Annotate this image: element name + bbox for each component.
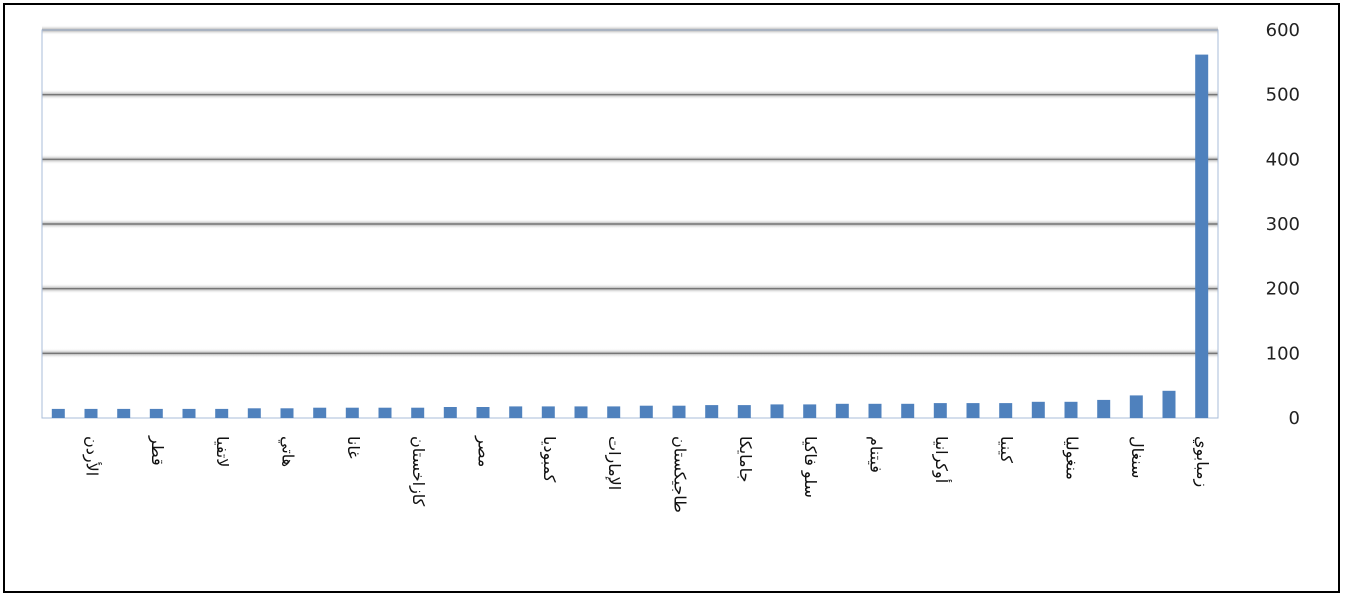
bar [705, 405, 719, 418]
x-category-label: كينيا [997, 436, 1016, 463]
x-category-label: غانا [344, 436, 363, 459]
bar [84, 408, 98, 418]
bar [345, 407, 359, 418]
bar [247, 408, 261, 418]
bar [1031, 401, 1045, 418]
bar [1162, 390, 1176, 418]
bar [443, 407, 457, 418]
y-tick-label: 400 [1266, 149, 1300, 170]
bars [51, 54, 1209, 418]
bar [574, 406, 588, 418]
bar [1195, 54, 1209, 418]
x-category-label: لاتفيا [213, 436, 232, 467]
bar [966, 403, 980, 418]
bar [215, 408, 229, 418]
x-category-label: أوكرانيا [931, 436, 952, 483]
y-tick-label: 500 [1266, 85, 1300, 106]
bar [541, 406, 555, 418]
x-category-label: كازاخستان [408, 436, 428, 507]
bar [639, 405, 653, 418]
x-category-label: منغوليا [1062, 436, 1082, 480]
bar [901, 403, 915, 418]
chart-frame: 0 100 200 300 400 500 600 الأردن قطر لاتفيا هاتي غ… [3, 3, 1340, 593]
x-category-label: الأردن [82, 436, 103, 476]
x-category-label: هاتي [278, 436, 298, 467]
bar [1129, 395, 1143, 418]
y-tick-label: 100 [1266, 343, 1300, 364]
bar [933, 403, 947, 418]
bar-chart: 0 100 200 300 400 500 600 الأردن قطر لاتفيا هاتي غ… [41, 20, 1300, 513]
x-category-label: مصر [474, 435, 494, 467]
bar [476, 407, 490, 418]
bar [835, 403, 849, 418]
y-tick-label: 200 [1266, 279, 1300, 300]
bar [868, 403, 882, 418]
x-category-label: سنغال [1128, 436, 1147, 478]
bar [313, 407, 327, 418]
bar [672, 405, 686, 418]
x-category-label: كمبوديا [539, 436, 559, 483]
gridlines [42, 25, 1218, 359]
bar [509, 406, 523, 418]
x-category-label: قطر [147, 435, 167, 466]
x-category-label: الإمارات [604, 436, 624, 490]
bar [607, 406, 621, 418]
bar [117, 408, 131, 418]
x-category-label: طاجيكستان [671, 436, 690, 513]
x-axis-categories: الأردن قطر لاتفيا هاتي غانا كازاخستان مصر كمبود… [82, 435, 1213, 513]
y-tick-label: 600 [1266, 20, 1300, 41]
bar [182, 408, 196, 418]
bar [280, 408, 294, 418]
bar [737, 405, 751, 418]
y-axis-ticks: 0 100 200 300 400 500 600 [1266, 20, 1300, 429]
bar [411, 407, 425, 418]
bar [999, 403, 1013, 418]
x-category-label: جامايكا [736, 436, 755, 482]
plot-area-border [41, 29, 1219, 419]
bar [51, 408, 65, 418]
bar [803, 404, 817, 418]
x-category-label: زمبابوي [1192, 436, 1212, 487]
bar [149, 408, 163, 418]
bar [1064, 401, 1078, 418]
bar [770, 404, 784, 418]
x-category-label: سلو فاكيا [800, 436, 820, 498]
bar [378, 407, 392, 418]
y-tick-label: 0 [1289, 408, 1300, 429]
x-category-label: فيتنام [867, 436, 886, 473]
bar [1097, 399, 1111, 418]
y-tick-label: 300 [1266, 214, 1300, 235]
